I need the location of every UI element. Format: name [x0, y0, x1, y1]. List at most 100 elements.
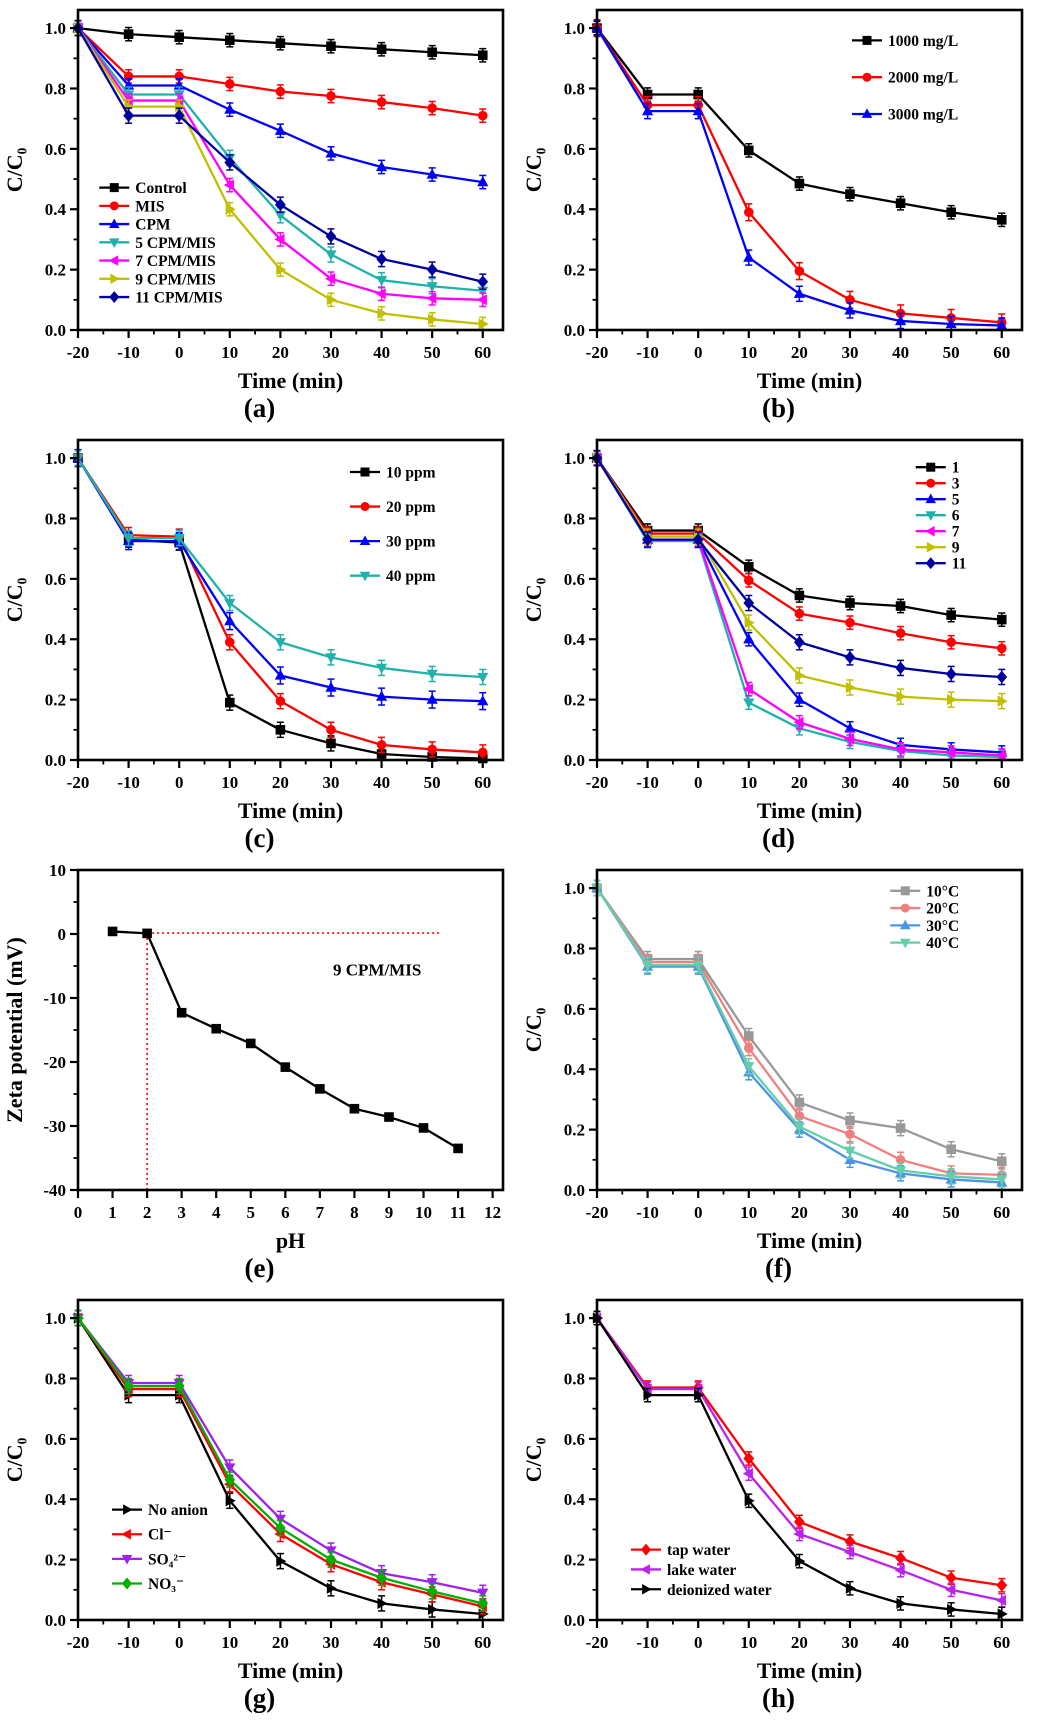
x-tick-label: 1: [108, 1203, 117, 1222]
y-axis: 0.0 0.2 0.4 0.6 0.8 1.0: [564, 879, 597, 1200]
diamond-marker: [895, 661, 906, 675]
caption-f: (f): [765, 1253, 792, 1283]
x-tick-label: 60: [993, 343, 1010, 362]
triangle-down-marker: [925, 511, 936, 521]
series-2000-mg-l: [592, 18, 1007, 331]
triangle-right-marker: [744, 1495, 755, 1507]
plot-border: [76, 1298, 505, 1622]
y-axis-label: C/C₀: [521, 1007, 546, 1052]
series-9: [592, 449, 1008, 710]
x-axis: -20 -10 0 10 20 30 40 50 60: [67, 1620, 491, 1652]
plot-border: [595, 438, 1024, 762]
y-axis: 0.0 0.2 0.4 0.6 0.8 1.0: [564, 449, 597, 770]
caption-h: (h): [762, 1683, 795, 1713]
square-marker: [315, 1084, 325, 1094]
triangle-down-marker: [325, 250, 337, 261]
x-tick-label: 50: [943, 1203, 960, 1222]
triangle-up-marker: [900, 919, 911, 930]
triangle-down-marker: [426, 669, 438, 680]
triangle-left-marker: [945, 746, 956, 759]
triangle-up-marker: [743, 251, 755, 262]
y-axis-label: C/C₀: [2, 577, 27, 622]
triangle-down-marker: [274, 638, 286, 649]
triangle-down-marker: [224, 598, 236, 610]
series-9-cpm-mis: [107, 926, 463, 1154]
legend-label: Control: [135, 180, 187, 197]
x-tick-label: 40: [892, 343, 909, 362]
y-axis-label: C/C₀: [2, 1437, 27, 1482]
square-marker: [280, 1062, 291, 1072]
triangle-right-marker: [428, 313, 439, 326]
circle-marker: [376, 740, 387, 750]
x-tick-label: 10: [221, 343, 238, 362]
y-tick-label: 0.8: [564, 1369, 585, 1388]
triangle-down-marker: [375, 276, 388, 287]
square-marker: [946, 207, 956, 218]
legend-label: 40°C: [926, 935, 959, 952]
y-tick-label: 0.4: [45, 200, 67, 219]
x-tick-label: 0: [694, 773, 703, 792]
triangle-down-marker: [274, 1514, 286, 1525]
triangle-up-marker: [274, 124, 286, 135]
y-tick-label: 0.0: [45, 1611, 66, 1630]
series-cpm: [72, 20, 489, 190]
x-tick-label: 11: [450, 1203, 466, 1222]
diamond-marker: [895, 1551, 906, 1565]
x-tick-label: 0: [74, 1203, 83, 1222]
triangle-up-marker: [375, 160, 388, 172]
square-marker: [845, 189, 855, 199]
chart-a-canvas: -20 -10 0 10 20 30 40 50 60 0.0 0.2 0.4 0.6 0.8 1.0 Tim…: [2, 8, 505, 393]
x-tick-label: 6: [281, 1203, 290, 1222]
triangle-up-marker: [894, 314, 907, 326]
y-tick-label: -20: [43, 1053, 66, 1072]
triangle-right-marker: [795, 669, 806, 682]
y-axis: 0.0 0.2 0.4 0.6 0.8 1.0: [564, 1309, 597, 1630]
triangle-left-marker: [108, 255, 119, 266]
y-axis: 0.0 0.2 0.4 0.6 0.8 1.0: [45, 449, 78, 770]
x-tick-label: 2: [143, 1203, 152, 1222]
y-tick-label: 0: [58, 925, 67, 944]
circle-marker: [845, 1129, 855, 1139]
x-tick-label: 50: [943, 343, 960, 362]
circle-marker: [109, 201, 119, 211]
y-tick-label: 0.6: [564, 140, 585, 159]
x-tick-label: 4: [212, 1203, 221, 1222]
x-tick-label: -20: [67, 343, 90, 362]
plot-border: [595, 868, 1024, 1192]
x-tick-label: 60: [474, 343, 491, 362]
diamond-marker: [123, 1379, 134, 1393]
x-axis: -20 -10 0 10 20 30 40 50 60: [586, 1190, 1010, 1222]
legend-label: 3000 mg/L: [888, 107, 958, 124]
x-tick-label: 60: [474, 1633, 491, 1652]
panel-e: 0 1 2 3 4 5 6 7 8 9 10 11 12 10 0 -10 -20 -30 -40 pH Zeta po…: [0, 860, 519, 1290]
legend-label: 10°C: [926, 883, 959, 900]
y-tick-label: -30: [43, 1117, 66, 1136]
triangle-up-marker: [861, 108, 873, 118]
series-deionized-water: [592, 1310, 1008, 1621]
x-tick-label: 40: [892, 1203, 909, 1222]
triangle-up-marker: [692, 105, 704, 116]
x-tick-label: -10: [117, 1633, 140, 1652]
y-tick-label: 1.0: [45, 19, 66, 38]
triangle-left-marker: [793, 716, 804, 728]
legend-label: 11: [952, 556, 967, 573]
y-tick-label: 0.0: [564, 1181, 585, 1200]
triangle-up-marker: [426, 168, 438, 179]
diamond-marker: [325, 230, 337, 243]
diamond-marker: [123, 109, 134, 123]
square-marker: [174, 32, 184, 42]
square-marker: [900, 886, 910, 896]
series-no-anion: [73, 1309, 489, 1621]
x-tick-label: 30: [841, 343, 858, 362]
triangle-right-marker: [845, 681, 856, 694]
x-tick-label: 20: [272, 1633, 289, 1652]
x-tick-label: 60: [993, 1633, 1010, 1652]
x-tick-label: 40: [892, 1633, 909, 1652]
triangle-right-marker: [225, 203, 236, 215]
circle-marker: [326, 91, 336, 101]
triangle-left-marker: [324, 273, 336, 285]
x-tick-label: 60: [993, 773, 1010, 792]
triangle-up-marker: [477, 695, 489, 706]
square-marker: [275, 38, 286, 49]
